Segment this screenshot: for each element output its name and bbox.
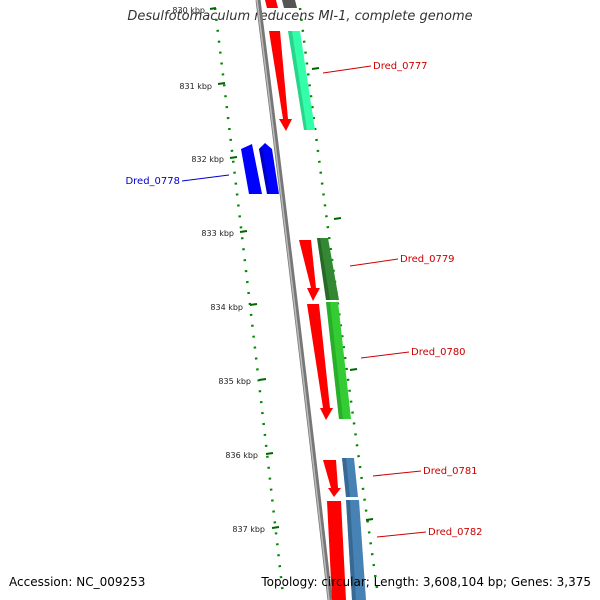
tick-label-836: 836 kbp bbox=[225, 451, 258, 460]
gene-dred-0781-cog bbox=[323, 460, 341, 497]
gc-content-track bbox=[213, 7, 285, 596]
gene-dred-0782-shade bbox=[346, 500, 356, 600]
gene-label-dred-0781: Dred_0781 bbox=[423, 466, 478, 477]
gene-dred-0778-left bbox=[241, 144, 262, 194]
gene-dred-0779-cog bbox=[299, 240, 320, 301]
tick-label-834: 834 kbp bbox=[210, 303, 243, 312]
topology-text: Topology: circular; Length: 3,608,104 bp… bbox=[261, 575, 591, 589]
gene-dred-0780-cog bbox=[307, 304, 333, 420]
gene-label-dred-0779: Dred_0779 bbox=[400, 254, 455, 265]
tick-mark bbox=[265, 452, 274, 455]
tick-label-830: 830 kbp bbox=[172, 6, 205, 15]
tick-label-835: 835 kbp bbox=[218, 377, 251, 386]
callout-line-dred-0777 bbox=[322, 65, 372, 74]
accession-text: Accession: NC_009253 bbox=[9, 575, 146, 589]
callout-line-dred-0778 bbox=[181, 174, 230, 182]
tick-mark bbox=[217, 82, 226, 85]
tick-mark bbox=[209, 7, 217, 10]
gene-dred-0777-shade bbox=[288, 31, 307, 130]
tick-mark bbox=[229, 156, 238, 159]
tick-mark bbox=[239, 230, 248, 233]
tick-mark bbox=[258, 378, 267, 381]
gene-dred-0778-right bbox=[259, 143, 279, 194]
callout-line-dred-0780 bbox=[360, 351, 410, 359]
gene-dred-0782-cog bbox=[327, 501, 346, 600]
callout-line-dred-0779 bbox=[349, 258, 399, 267]
gene-label-dred-0780: Dred_0780 bbox=[411, 347, 466, 358]
tick-mark bbox=[249, 303, 258, 306]
tick-label-837: 837 kbp bbox=[232, 525, 265, 534]
gene-label-dred-0777: Dred_0777 bbox=[373, 61, 428, 72]
tick-marks bbox=[209, 7, 374, 529]
tick-label-833: 833 kbp bbox=[201, 229, 234, 238]
gene-dred-0781-shade bbox=[342, 458, 350, 497]
gene-label-dred-0778: Dred_0778 bbox=[125, 176, 180, 187]
tick-label-832: 832 kbp bbox=[191, 155, 224, 164]
callout-line-dred-0781 bbox=[372, 470, 422, 477]
gene-partial bbox=[282, 0, 297, 8]
gene-label-dred-0782: Dred_0782 bbox=[428, 527, 483, 538]
map-title: Desulfotomaculum reducens MI-1, complete… bbox=[127, 9, 473, 24]
tick-mark-outer bbox=[349, 368, 358, 371]
genome-backbone bbox=[255, 0, 333, 600]
gene-dred-0777-cog bbox=[269, 31, 292, 131]
gene-cog-partial bbox=[265, 0, 278, 8]
gene-dred-0780-shade bbox=[326, 302, 343, 419]
tick-label-831: 831 kbp bbox=[179, 82, 212, 91]
tick-mark-outer bbox=[365, 518, 374, 521]
genome-backbone-highlight bbox=[256, 0, 330, 600]
tick-mark-outer bbox=[333, 217, 342, 220]
tick-mark bbox=[271, 526, 280, 529]
gene-dred-0779-shade bbox=[317, 238, 330, 300]
callout-line-dred-0782 bbox=[376, 531, 427, 538]
gene-dred-0778-shade bbox=[259, 146, 270, 194]
tick-mark-outer bbox=[311, 67, 320, 70]
